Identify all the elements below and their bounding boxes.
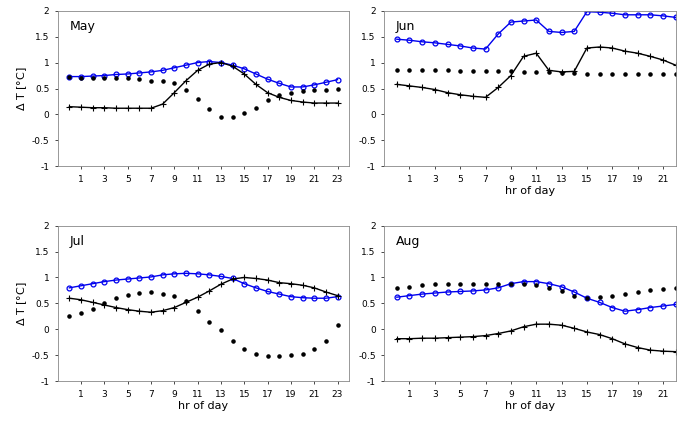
Y-axis label: $\Delta$ T [°C]: $\Delta$ T [°C] <box>15 281 29 326</box>
X-axis label: hr of day: hr of day <box>504 401 555 412</box>
X-axis label: hr of day: hr of day <box>179 401 229 412</box>
Y-axis label: $\Delta$ T [°C]: $\Delta$ T [°C] <box>15 66 29 111</box>
Text: Jul: Jul <box>69 235 84 248</box>
Text: Aug: Aug <box>396 235 420 248</box>
X-axis label: hr of day: hr of day <box>504 187 555 196</box>
Text: Jun: Jun <box>396 20 415 33</box>
Text: May: May <box>69 20 95 33</box>
